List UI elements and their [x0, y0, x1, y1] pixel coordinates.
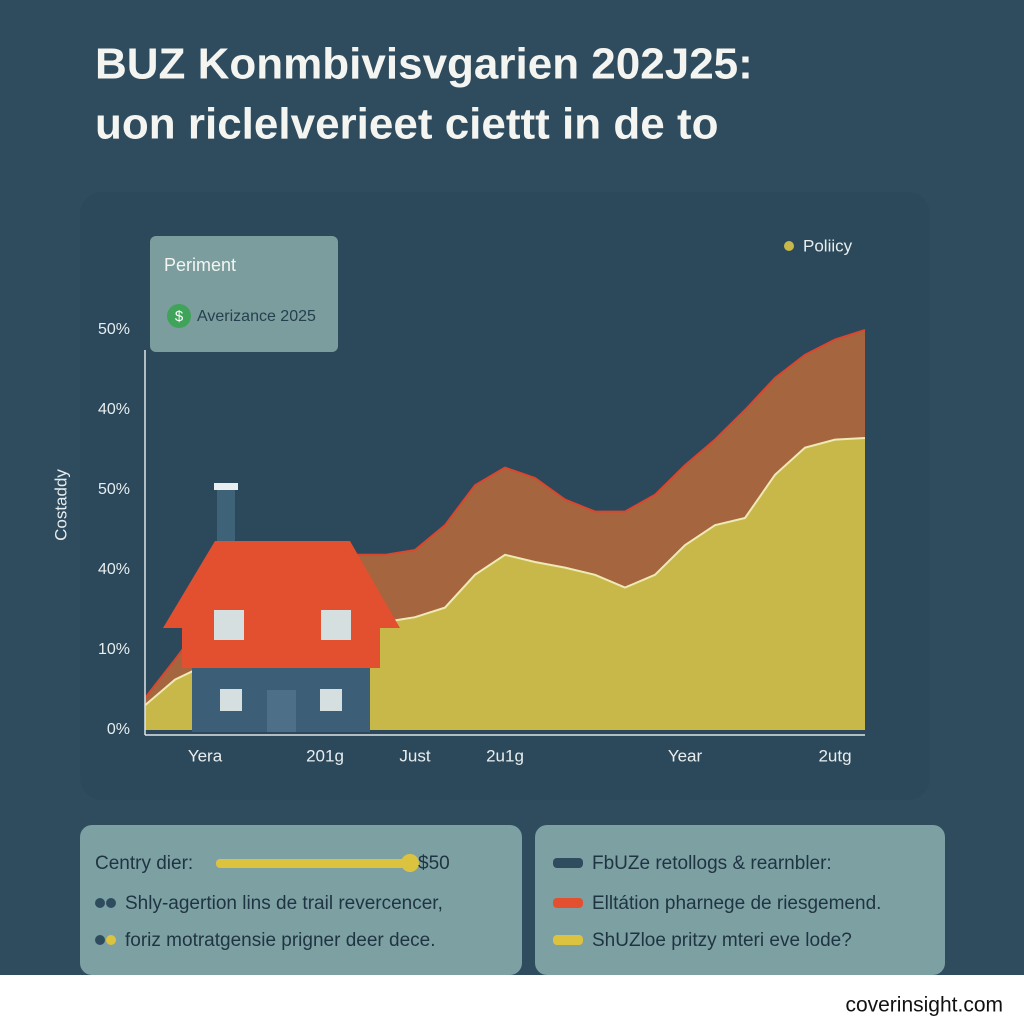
y-axis-label: Costaddy [51, 469, 70, 541]
icon-text: $ [175, 308, 184, 325]
annotation-text: Averizance 2025 [197, 308, 316, 325]
legend-dash [553, 935, 583, 945]
window [321, 610, 351, 640]
window [320, 689, 342, 711]
legend-dash [553, 858, 583, 868]
slider-track [216, 859, 412, 868]
x-tick-label: 201g [306, 746, 344, 765]
y-tick-label: 0% [107, 721, 130, 738]
slider-knob [401, 854, 419, 872]
door [267, 690, 296, 732]
window [214, 610, 244, 640]
annotation: Periment $ Averizance 2025 [150, 236, 338, 352]
y-tick-label: 10% [98, 641, 130, 658]
panel-item: Elltátion pharnege de riesgemend. [592, 893, 881, 914]
panel-item: Shly-agertion lins de trail revercencer, [125, 893, 443, 914]
slider-value: $50 [418, 853, 450, 874]
legend-marker [784, 241, 794, 251]
chimney [217, 486, 235, 546]
y-tick-label: 50% [98, 481, 130, 498]
legend-dash [553, 898, 583, 908]
y-tick-label: 40% [98, 401, 130, 418]
slider-label: Centry dier: [95, 853, 193, 874]
chimney-cap [214, 483, 238, 490]
subtitle: uon riclelverieet ciettt in de to [95, 100, 718, 149]
icon [167, 304, 191, 328]
x-tick-label: 2u1g [486, 746, 524, 765]
x-tick-label: Year [668, 746, 703, 765]
footer-band [0, 975, 1024, 1024]
annotation-box [150, 236, 338, 352]
x-tick-label: 2utg [818, 746, 851, 765]
window [220, 689, 242, 711]
y-tick-label: 50% [98, 321, 130, 338]
watermark: coverinsight.com [845, 994, 1003, 1017]
panel-item: foriz motratgensie prigner deer dece. [125, 930, 436, 951]
bullet [95, 935, 105, 945]
panel-item: ShUZloe pritzy mteri eve lode? [592, 930, 852, 951]
legend-label: Poliicy [803, 236, 853, 255]
y-tick-label: 40% [98, 561, 130, 578]
x-tick-label: Just [399, 746, 430, 765]
panel [535, 825, 945, 975]
x-tick-label: Yera [188, 746, 223, 765]
house [163, 483, 400, 732]
bullet [106, 898, 116, 908]
annotation-title: Periment [164, 255, 236, 275]
panel-item: FbUZe retollogs & rearnbler: [592, 853, 832, 874]
title: BUZ Konmbivisvgarien 202J25: [95, 40, 753, 89]
bullet [95, 898, 105, 908]
bullet [106, 935, 116, 945]
